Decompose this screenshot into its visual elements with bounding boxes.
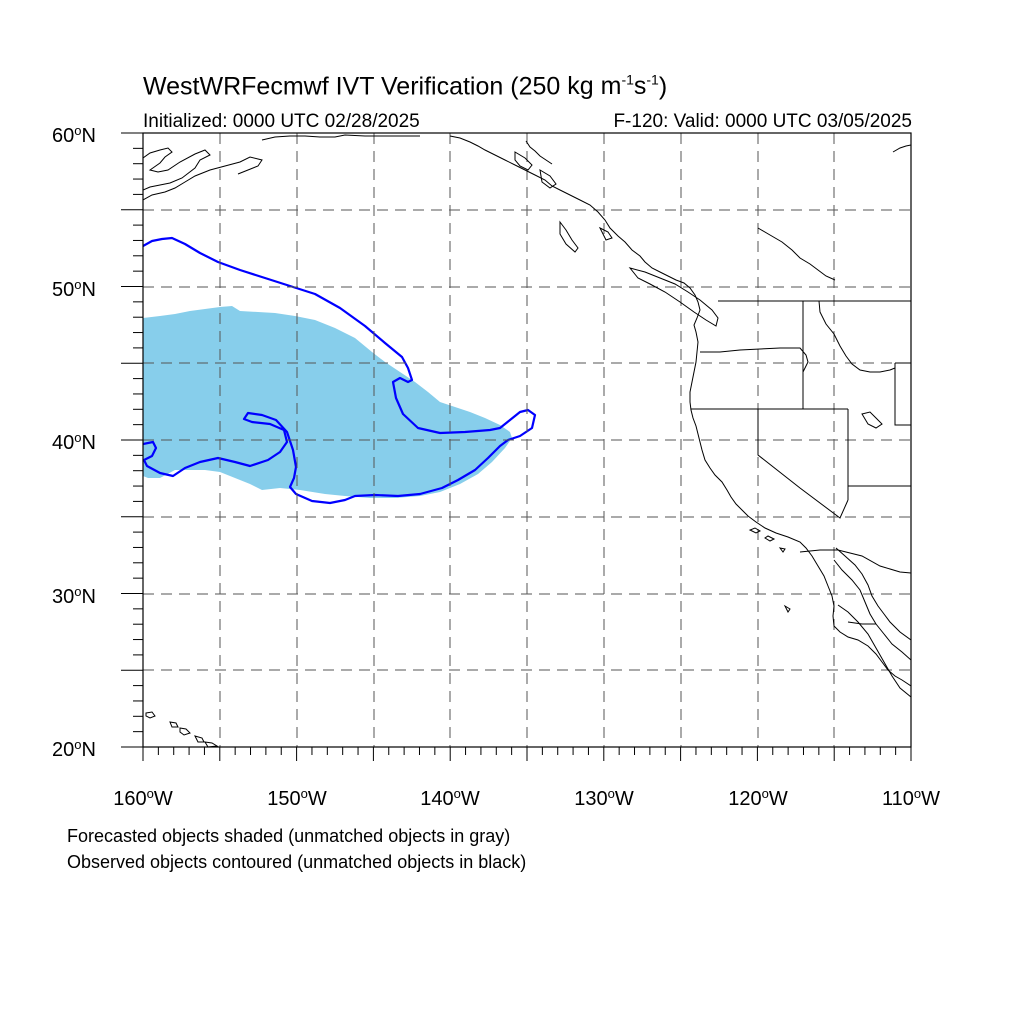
graticule [143, 133, 911, 747]
title-text: IVT Verification [335, 72, 504, 101]
lon-label-120w: 120oW [728, 786, 788, 810]
lat-label-50: 50oN [52, 277, 96, 301]
initialized-time: Initialized: 0000 UTC 02/28/2025 [143, 111, 420, 132]
forecast-object [143, 306, 512, 498]
lat-label-40: 40oN [52, 430, 96, 454]
lon-label-160w: 160oW [113, 786, 173, 810]
axis-ticks [121, 132, 912, 761]
political-boundaries [525, 140, 911, 625]
map-title: WestWRFecmwf IVT Verification (250 kg m-… [143, 72, 668, 101]
valid-time: F-120: Valid: 0000 UTC 03/05/2025 [613, 111, 912, 132]
lat-label-60: 60oN [52, 123, 96, 147]
note-forecast: Forecasted objects shaded (unmatched obj… [67, 826, 511, 846]
lon-label-140w: 140oW [420, 786, 480, 810]
observed-object-contour [143, 236, 537, 505]
coastlines [143, 134, 911, 747]
title-model: WestWRFecmwf [143, 72, 329, 101]
title-threshold: 250 [518, 72, 561, 101]
note-observed: Observed objects contoured (unmatched ob… [67, 852, 527, 872]
lat-label-30: 30oN [52, 584, 96, 608]
title-units: kg m-1s-1 [567, 72, 659, 101]
lat-label-20: 20oN [52, 737, 96, 761]
lon-label-150w: 150oW [267, 786, 327, 810]
lon-label-130w: 130oW [574, 786, 634, 810]
lon-label-110w: 110oW [881, 786, 940, 810]
